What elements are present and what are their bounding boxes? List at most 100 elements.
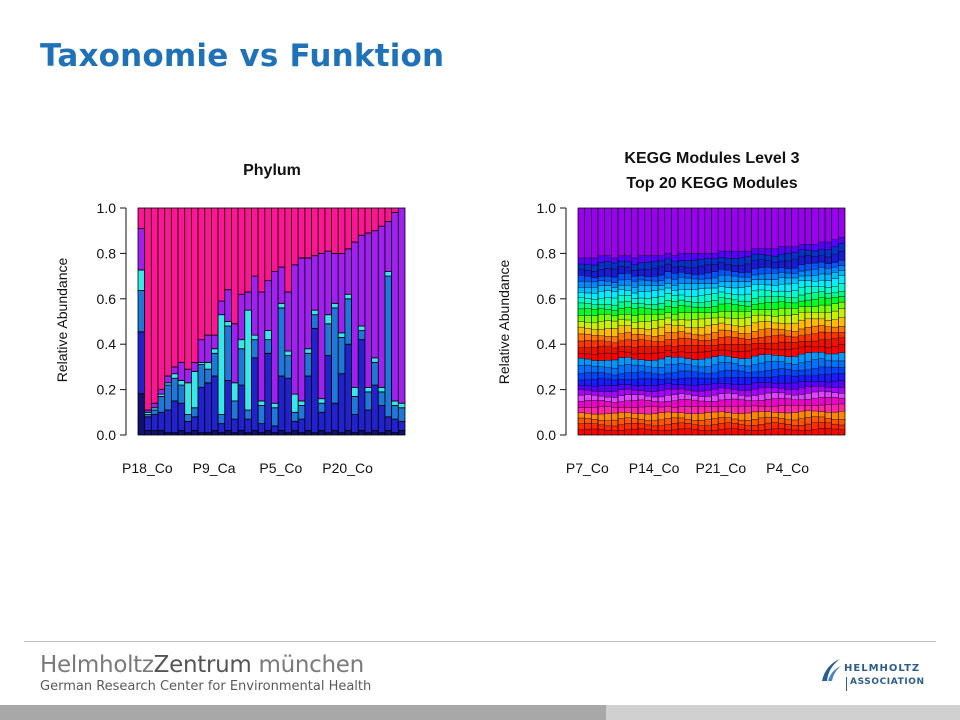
bar-segment bbox=[824, 297, 832, 306]
bar-segment bbox=[651, 413, 659, 421]
bar-segment bbox=[697, 253, 705, 260]
bar-segment bbox=[791, 259, 799, 269]
bar-segment bbox=[711, 364, 719, 374]
bar-segment bbox=[631, 372, 639, 380]
bar-segment bbox=[344, 343, 352, 431]
bar-segment bbox=[591, 419, 599, 424]
bar-segment bbox=[711, 339, 719, 346]
bar-segment bbox=[651, 255, 659, 262]
bar-segment bbox=[764, 422, 772, 430]
chart-subtitle: Top 20 KEGG Modules bbox=[626, 175, 797, 192]
bar-segment bbox=[758, 284, 766, 291]
bar-segment bbox=[798, 375, 806, 382]
bar-segment bbox=[304, 430, 312, 436]
bar-segment bbox=[644, 340, 652, 347]
bar-segment bbox=[804, 293, 812, 301]
bar-segment bbox=[684, 253, 692, 261]
bar-segment bbox=[818, 411, 826, 418]
bar-segment bbox=[804, 327, 812, 335]
bar-segment bbox=[597, 385, 605, 392]
bar-segment bbox=[811, 385, 819, 393]
bar-segment bbox=[784, 405, 792, 414]
bar-segment bbox=[804, 399, 812, 406]
bar-segment bbox=[711, 324, 719, 333]
bar-segment bbox=[758, 417, 766, 425]
bar-segment bbox=[591, 360, 599, 367]
bar-segment bbox=[357, 339, 366, 431]
bar-segment bbox=[624, 325, 632, 333]
bar-segment bbox=[691, 283, 699, 290]
bar-segment bbox=[724, 377, 732, 385]
bar-segment bbox=[731, 423, 739, 429]
bar-segment bbox=[237, 430, 246, 436]
bar-segment bbox=[684, 394, 692, 400]
bar-segment bbox=[697, 340, 705, 346]
bar-segment bbox=[697, 378, 705, 385]
bar-segment bbox=[738, 294, 746, 302]
bar-segment bbox=[831, 404, 839, 413]
bar-segment bbox=[644, 406, 652, 415]
bar-segment bbox=[657, 335, 665, 342]
bar-segment bbox=[738, 358, 746, 366]
bar-segment bbox=[291, 411, 299, 422]
bar-segment bbox=[657, 274, 665, 281]
bar-segment bbox=[584, 400, 592, 408]
bar-segment bbox=[831, 326, 839, 333]
bar-segment bbox=[591, 407, 599, 415]
bar-segment bbox=[591, 287, 599, 294]
y-axis: 0.00.20.40.60.81.0 bbox=[97, 200, 127, 443]
bar-segment bbox=[791, 399, 799, 406]
bar-segment bbox=[664, 293, 672, 301]
bar-segment bbox=[624, 400, 632, 408]
bar-segment bbox=[584, 394, 592, 401]
bar-segment bbox=[677, 283, 685, 290]
bar-segment bbox=[684, 428, 692, 436]
bar-segment bbox=[818, 249, 826, 257]
bar-segment bbox=[718, 311, 726, 318]
bar-segment bbox=[677, 325, 685, 332]
bar-segment bbox=[831, 292, 839, 298]
bar-segment bbox=[311, 314, 319, 329]
bar-segment bbox=[838, 265, 846, 271]
bar-segment bbox=[617, 379, 625, 385]
bar-segment bbox=[751, 284, 759, 292]
bar-segment bbox=[177, 361, 186, 381]
bar-segment bbox=[738, 390, 746, 396]
bar-segment bbox=[778, 361, 786, 369]
bar-segment bbox=[617, 307, 625, 315]
bar-segment bbox=[838, 326, 846, 333]
slide-title: Taxonomie vs Funktion bbox=[40, 38, 445, 74]
bar-segment bbox=[584, 264, 592, 271]
bar-segment bbox=[831, 267, 839, 273]
bar-segment bbox=[364, 207, 373, 234]
bar-segment bbox=[764, 348, 772, 355]
bar-segment bbox=[731, 311, 739, 319]
bar-segment bbox=[751, 207, 759, 250]
bar-segment bbox=[764, 321, 772, 329]
bar-segment bbox=[637, 371, 645, 379]
bar-segment bbox=[644, 395, 652, 401]
bar-segment bbox=[824, 287, 832, 294]
bar-segment bbox=[277, 430, 286, 436]
bar-segment bbox=[657, 425, 665, 431]
bar-segment bbox=[244, 207, 252, 293]
bar-segment bbox=[838, 367, 846, 374]
bar-segment bbox=[744, 286, 752, 295]
bar-segment bbox=[671, 325, 679, 333]
bar-segment bbox=[617, 314, 625, 320]
bar-segment bbox=[804, 381, 812, 387]
bar-segment bbox=[711, 345, 719, 351]
bar-segment bbox=[838, 344, 846, 353]
bar-segment bbox=[604, 276, 612, 282]
bar-segment bbox=[798, 430, 806, 436]
y-tick-label: 0.2 bbox=[97, 382, 117, 398]
bar-segment bbox=[731, 337, 739, 345]
bar-segment bbox=[631, 257, 639, 266]
bar-segment bbox=[684, 296, 692, 302]
bar-segment bbox=[738, 413, 746, 421]
bar-segment bbox=[617, 395, 625, 402]
bar-segment bbox=[657, 289, 665, 297]
bar-segment bbox=[604, 385, 612, 392]
bar-segment bbox=[751, 405, 759, 413]
bar-segment bbox=[778, 260, 786, 268]
